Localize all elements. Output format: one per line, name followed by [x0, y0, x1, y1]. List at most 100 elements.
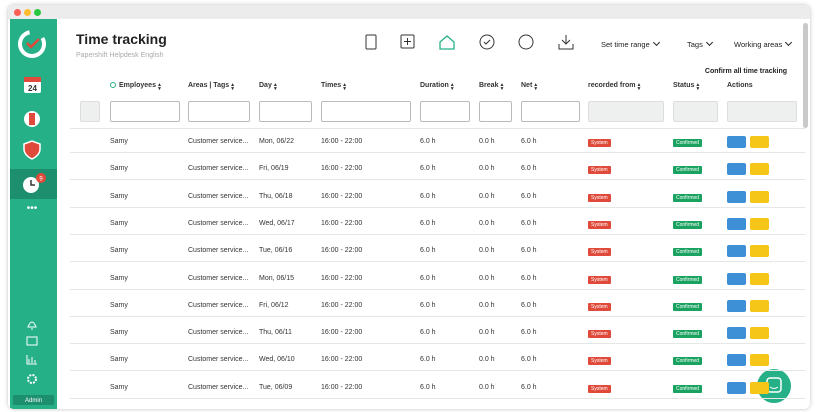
- source-badge: System: [588, 384, 611, 393]
- table-cell: Tue, 06/09: [259, 383, 293, 391]
- close-dot[interactable]: [14, 9, 21, 16]
- add-icon[interactable]: [400, 34, 415, 49]
- settings-button[interactable]: [727, 163, 746, 176]
- table-cell: 16:00 - 22:00: [321, 219, 363, 227]
- note-button[interactable]: [750, 136, 769, 148]
- settings-button[interactable]: [727, 190, 746, 203]
- filter-input[interactable]: [110, 101, 180, 122]
- column-header[interactable]: Areas | Tags▲ ▼: [188, 82, 236, 92]
- column-header[interactable]: Duration▲ ▼: [420, 82, 455, 92]
- table-cell: 16:00 - 22:00: [321, 165, 363, 173]
- download-icon[interactable]: [558, 35, 574, 50]
- note-button[interactable]: [750, 217, 769, 230]
- status-badge: Confirmed: [673, 330, 703, 339]
- settings-button[interactable]: [727, 327, 746, 340]
- filter-input[interactable]: [727, 101, 797, 122]
- table-cell: 0.0 h: [479, 219, 495, 227]
- note-button[interactable]: [750, 163, 769, 176]
- column-header[interactable]: recorded from▲ ▼: [588, 82, 642, 92]
- table-cell: 16:00 - 22:00: [321, 138, 363, 145]
- settings-button[interactable]: [727, 354, 746, 367]
- column-header[interactable]: Employees▲ ▼: [119, 82, 162, 92]
- table-cell: 16:00 - 22:00: [321, 356, 363, 364]
- table-cell: 6.0 h: [521, 301, 537, 309]
- settings-button[interactable]: [727, 299, 746, 312]
- chat-button[interactable]: [756, 368, 792, 404]
- sort-icon: ▲ ▼: [449, 82, 455, 92]
- scrollbar: [803, 23, 808, 128]
- page-subtitle: Papershift Helpdesk English: [76, 52, 164, 59]
- column-header[interactable]: Actions: [727, 82, 753, 89]
- filter-input[interactable]: [321, 101, 411, 122]
- table-cell: Customer service...: [188, 247, 249, 255]
- note-button[interactable]: [750, 354, 769, 367]
- mail-icon[interactable]: [26, 336, 38, 346]
- minimize-dot[interactable]: [24, 9, 31, 16]
- shield-icon[interactable]: [23, 140, 41, 160]
- table-cell: 6.0 h: [521, 329, 537, 337]
- note-button[interactable]: [750, 327, 769, 340]
- sort-icon: ▲ ▼: [230, 82, 236, 92]
- row-separator: [70, 128, 805, 129]
- row-separator: [70, 261, 805, 263]
- maximize-dot[interactable]: [34, 9, 41, 16]
- table-cell: Samy: [110, 274, 128, 282]
- select-all[interactable]: [80, 101, 100, 122]
- column-header[interactable]: Day▲ ▼: [259, 82, 278, 92]
- column-header[interactable]: Break▲ ▼: [479, 82, 505, 92]
- table-cell: 6.0 h: [420, 356, 436, 364]
- bell-icon[interactable]: [27, 321, 37, 330]
- table-cell: Fri, 06/12: [259, 301, 289, 309]
- circle-icon[interactable]: [518, 34, 534, 50]
- sort-icon: ▲ ▼: [272, 82, 278, 92]
- column-header[interactable]: Status▲ ▼: [673, 82, 701, 92]
- settings-button[interactable]: [727, 245, 746, 258]
- column-header[interactable]: Times▲ ▼: [321, 82, 348, 92]
- filter-input[interactable]: [259, 101, 312, 122]
- table-cell: 0.0 h: [479, 192, 495, 200]
- settings-button[interactable]: [727, 136, 746, 148]
- note-button[interactable]: [750, 381, 769, 394]
- filter-input[interactable]: [479, 101, 512, 122]
- table-cell: 6.0 h: [420, 383, 436, 391]
- table-cell: Samy: [110, 192, 128, 200]
- filter-input[interactable]: [420, 101, 470, 122]
- table-cell: Thu, 06/18: [259, 192, 293, 200]
- column-header[interactable]: Net▲ ▼: [521, 82, 539, 92]
- user-box[interactable]: [13, 395, 54, 405]
- filter-input[interactable]: [588, 101, 664, 122]
- note-button[interactable]: [750, 272, 769, 285]
- note-button[interactable]: [750, 190, 769, 203]
- note-button[interactable]: [750, 299, 769, 312]
- filter-menu[interactable]: Working areas: [734, 38, 793, 49]
- badge-bg: [36, 173, 46, 183]
- table-cell: Tue, 06/16: [259, 247, 293, 255]
- note-button[interactable]: [750, 245, 769, 258]
- filter-menu[interactable]: Tags: [687, 38, 713, 49]
- settings-button[interactable]: [727, 272, 746, 285]
- settings-button[interactable]: [727, 381, 746, 394]
- sidebar-icons: 24 9 ••• Admin: [10, 28, 57, 405]
- stats-icon[interactable]: [26, 355, 37, 365]
- sidebar: 24 9 ••• Admin: [10, 19, 57, 409]
- clock-hands: [30, 180, 35, 186]
- check-icon[interactable]: [479, 34, 495, 50]
- clipboard-icon[interactable]: [365, 34, 377, 50]
- table-cell: 6.0 h: [521, 192, 537, 200]
- filter-input[interactable]: [521, 101, 580, 122]
- table-cell: 0.0 h: [479, 329, 495, 337]
- filter-input[interactable]: [673, 101, 718, 122]
- filter-menu[interactable]: Set time range: [601, 38, 660, 49]
- source-badge: System: [588, 220, 611, 229]
- table-cell: 6.0 h: [521, 219, 537, 227]
- filter-input[interactable]: [188, 101, 250, 122]
- settings-icon[interactable]: [27, 374, 37, 384]
- confirm-all[interactable]: Confirm all time tracking: [704, 68, 787, 75]
- settings-button[interactable]: [727, 217, 746, 230]
- home-icon[interactable]: [439, 35, 455, 50]
- logo[interactable]: [16, 28, 49, 61]
- dropdown-caret: [652, 38, 660, 47]
- more-icon[interactable]: •••: [27, 203, 38, 214]
- dropdown-caret: [785, 38, 793, 47]
- table-cell: 6.0 h: [420, 165, 436, 173]
